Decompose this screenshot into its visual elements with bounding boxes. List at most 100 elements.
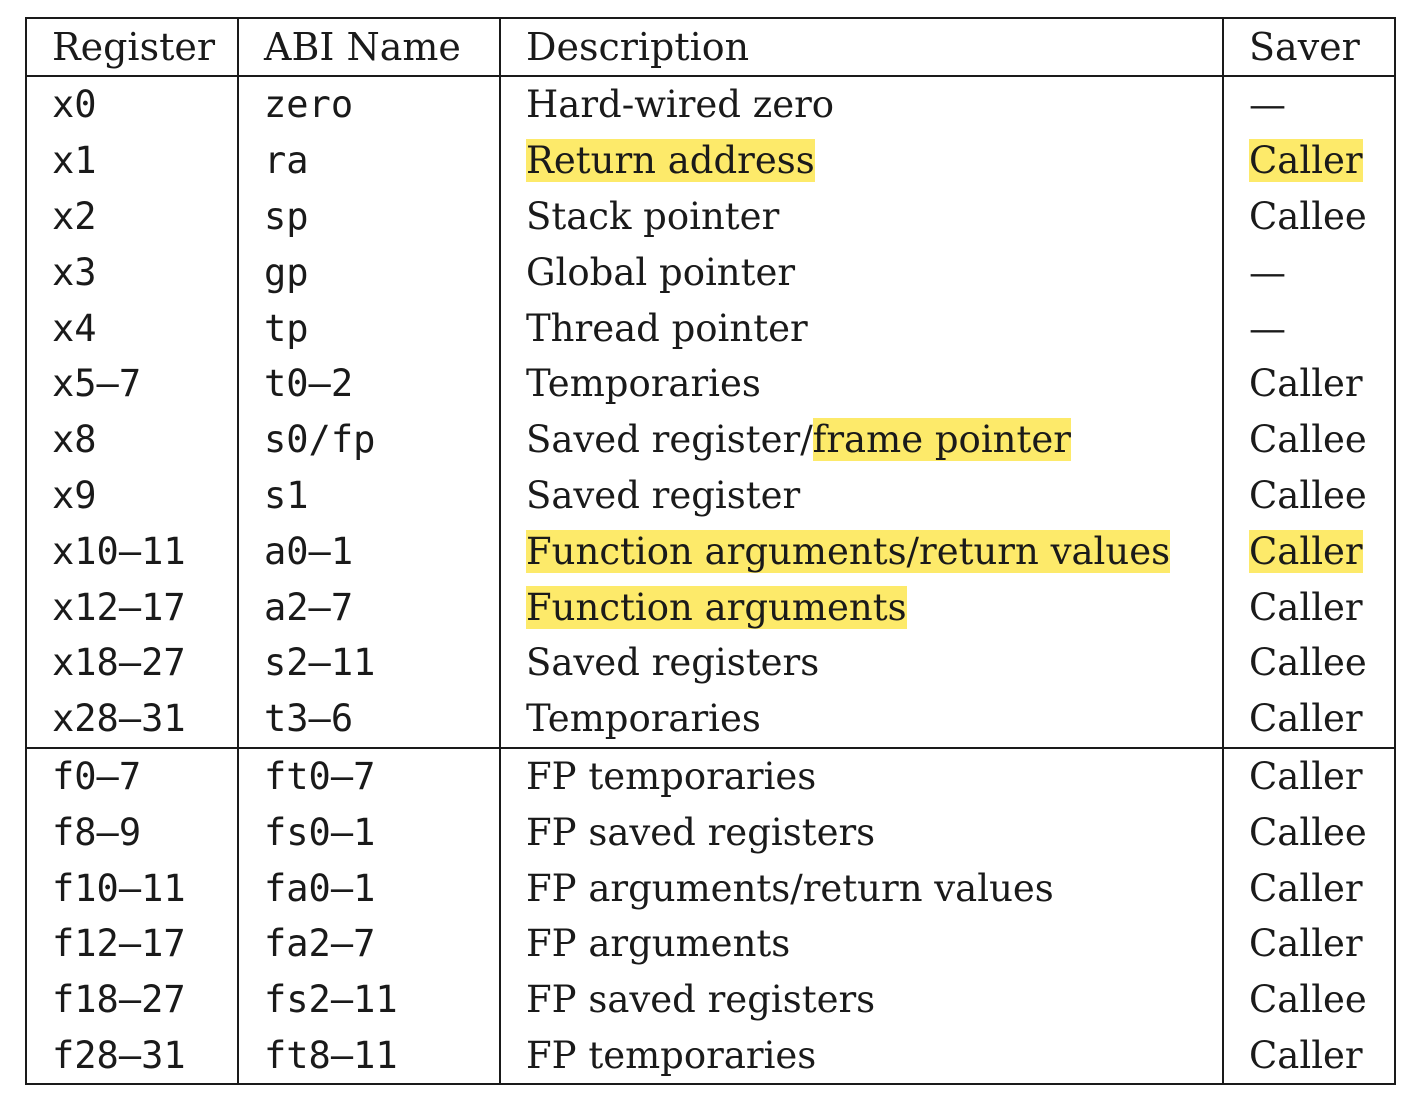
saver-text: Caller	[1249, 362, 1363, 406]
register-cell: x28–31	[25, 690, 239, 748]
abi-name-cell: ra	[237, 132, 501, 189]
saver-cell: —	[1222, 300, 1396, 356]
saver-cell: Caller	[1222, 355, 1396, 412]
saver-cell: Caller	[1222, 1027, 1396, 1085]
saver-cell: Caller	[1222, 746, 1396, 805]
table-row: f0–7 ft0–7 FP temporaries Caller	[25, 746, 1396, 805]
abi-name-cell: tp	[237, 300, 501, 356]
description-cell: Hard-wired zero	[499, 76, 1224, 133]
description-cell: Global pointer	[499, 244, 1224, 301]
highlighted-saver-text: Caller	[1249, 529, 1363, 573]
saver-cell: —	[1222, 76, 1396, 133]
description-text: Saved registers	[526, 641, 820, 685]
table-row: x0 zero Hard-wired zero —	[25, 76, 1396, 133]
table-row: x8 s0/fp Saved register/frame pointer Calle…	[25, 411, 1396, 468]
register-cell: f18–27	[25, 971, 239, 1028]
abi-name-cell: sp	[237, 188, 501, 245]
register-cell: x0	[25, 76, 239, 133]
saver-text: Caller	[1249, 1033, 1363, 1077]
description-text: Hard-wired zero	[526, 83, 835, 127]
saver-cell: Caller	[1222, 579, 1396, 635]
table-row: f18–27 fs2–11 FP saved registers Callee	[25, 971, 1396, 1028]
description-cell: FP arguments	[499, 915, 1224, 972]
table-row: f12–17 fa2–7 FP arguments Caller	[25, 915, 1396, 972]
saver-cell: Caller	[1222, 915, 1396, 972]
register-cell: f10–11	[25, 860, 239, 916]
table-row: x4 tp Thread pointer —	[25, 300, 1396, 356]
abi-name-cell: fs2–11	[237, 971, 501, 1028]
description-text: FP temporaries	[526, 754, 817, 798]
saver-text: —	[1249, 83, 1286, 127]
register-cell: x12–17	[25, 579, 239, 635]
table-row: f10–11 fa0–1 FP arguments/return values Cal…	[25, 860, 1396, 916]
description-cell: Thread pointer	[499, 300, 1224, 356]
register-cell: x3	[25, 244, 239, 301]
description-cell: FP temporaries	[499, 1027, 1224, 1085]
saver-text: Callee	[1249, 473, 1367, 517]
table-row: f8–9 fs0–1 FP saved registers Callee	[25, 804, 1396, 861]
highlighted-description-text: Function arguments	[526, 585, 907, 629]
description-cell: Return address	[499, 132, 1224, 189]
description-cell: Saved register	[499, 467, 1224, 524]
saver-cell: Caller	[1222, 132, 1396, 189]
highlighted-description-text: frame pointer	[812, 418, 1071, 462]
abi-name-cell: ft8–11	[237, 1027, 501, 1085]
saver-text: —	[1249, 306, 1286, 350]
table-row: x3 gp Global pointer —	[25, 244, 1396, 301]
abi-name-cell: s2–11	[237, 634, 501, 691]
abi-name-cell: s1	[237, 467, 501, 524]
abi-name-cell: ft0–7	[237, 746, 501, 805]
table-row: x12–17 a2–7 Function arguments Caller	[25, 579, 1396, 635]
register-cell: x1	[25, 132, 239, 189]
saver-text: Callee	[1249, 641, 1367, 685]
saver-cell: Callee	[1222, 411, 1396, 468]
abi-name-cell: zero	[237, 76, 501, 133]
highlighted-description-text: Return address	[526, 139, 815, 183]
description-cell: Temporaries	[499, 690, 1224, 748]
table-row: x9 s1 Saved register Callee	[25, 467, 1396, 524]
description-cell: Function arguments	[499, 579, 1224, 635]
table-row: x2 sp Stack pointer Callee	[25, 188, 1396, 245]
abi-name-cell: s0/fp	[237, 411, 501, 468]
saver-cell: Caller	[1222, 860, 1396, 916]
saver-cell: Callee	[1222, 971, 1396, 1028]
header-description: Description	[499, 18, 1224, 77]
description-text: FP saved registers	[526, 978, 876, 1022]
abi-name-cell: a2–7	[237, 579, 501, 635]
register-cell: x8	[25, 411, 239, 468]
register-cell: x9	[25, 467, 239, 524]
description-cell: Stack pointer	[499, 188, 1224, 245]
abi-name-cell: t3–6	[237, 690, 501, 748]
header-register: Register	[25, 18, 239, 77]
description-cell: FP saved registers	[499, 804, 1224, 861]
saver-cell: Callee	[1222, 188, 1396, 245]
register-table: Register ABI Name Description Saver x0 ze…	[25, 17, 1396, 1086]
description-cell: FP saved registers	[499, 971, 1224, 1028]
header-abi-name: ABI Name	[237, 18, 501, 77]
saver-cell: Callee	[1222, 634, 1396, 691]
highlighted-saver-text: Caller	[1249, 139, 1363, 183]
saver-text: Callee	[1249, 194, 1367, 238]
header-saver: Saver	[1222, 18, 1396, 77]
saver-text: Caller	[1249, 922, 1363, 966]
highlighted-description-text: Function arguments/return values	[526, 529, 1171, 573]
register-cell: x18–27	[25, 634, 239, 691]
description-cell: Saved register/frame pointer	[499, 411, 1224, 468]
abi-name-cell: t0–2	[237, 355, 501, 412]
table-row: x5–7 t0–2 Temporaries Caller	[25, 355, 1396, 412]
header-row: Register ABI Name Description Saver	[25, 18, 1396, 77]
saver-cell: Callee	[1222, 804, 1396, 861]
description-cell: Temporaries	[499, 355, 1224, 412]
description-text: FP temporaries	[526, 1033, 817, 1077]
register-cell: x5–7	[25, 355, 239, 412]
register-cell: f8–9	[25, 804, 239, 861]
register-cell: x2	[25, 188, 239, 245]
saver-cell: Callee	[1222, 467, 1396, 524]
register-cell: f12–17	[25, 915, 239, 972]
table-row: x1 ra Return address Caller	[25, 132, 1396, 189]
description-text: Saved register	[526, 473, 801, 517]
register-cell: x10–11	[25, 523, 239, 580]
abi-name-cell: gp	[237, 244, 501, 301]
description-text: Global pointer	[526, 250, 796, 294]
description-cell: FP temporaries	[499, 746, 1224, 805]
